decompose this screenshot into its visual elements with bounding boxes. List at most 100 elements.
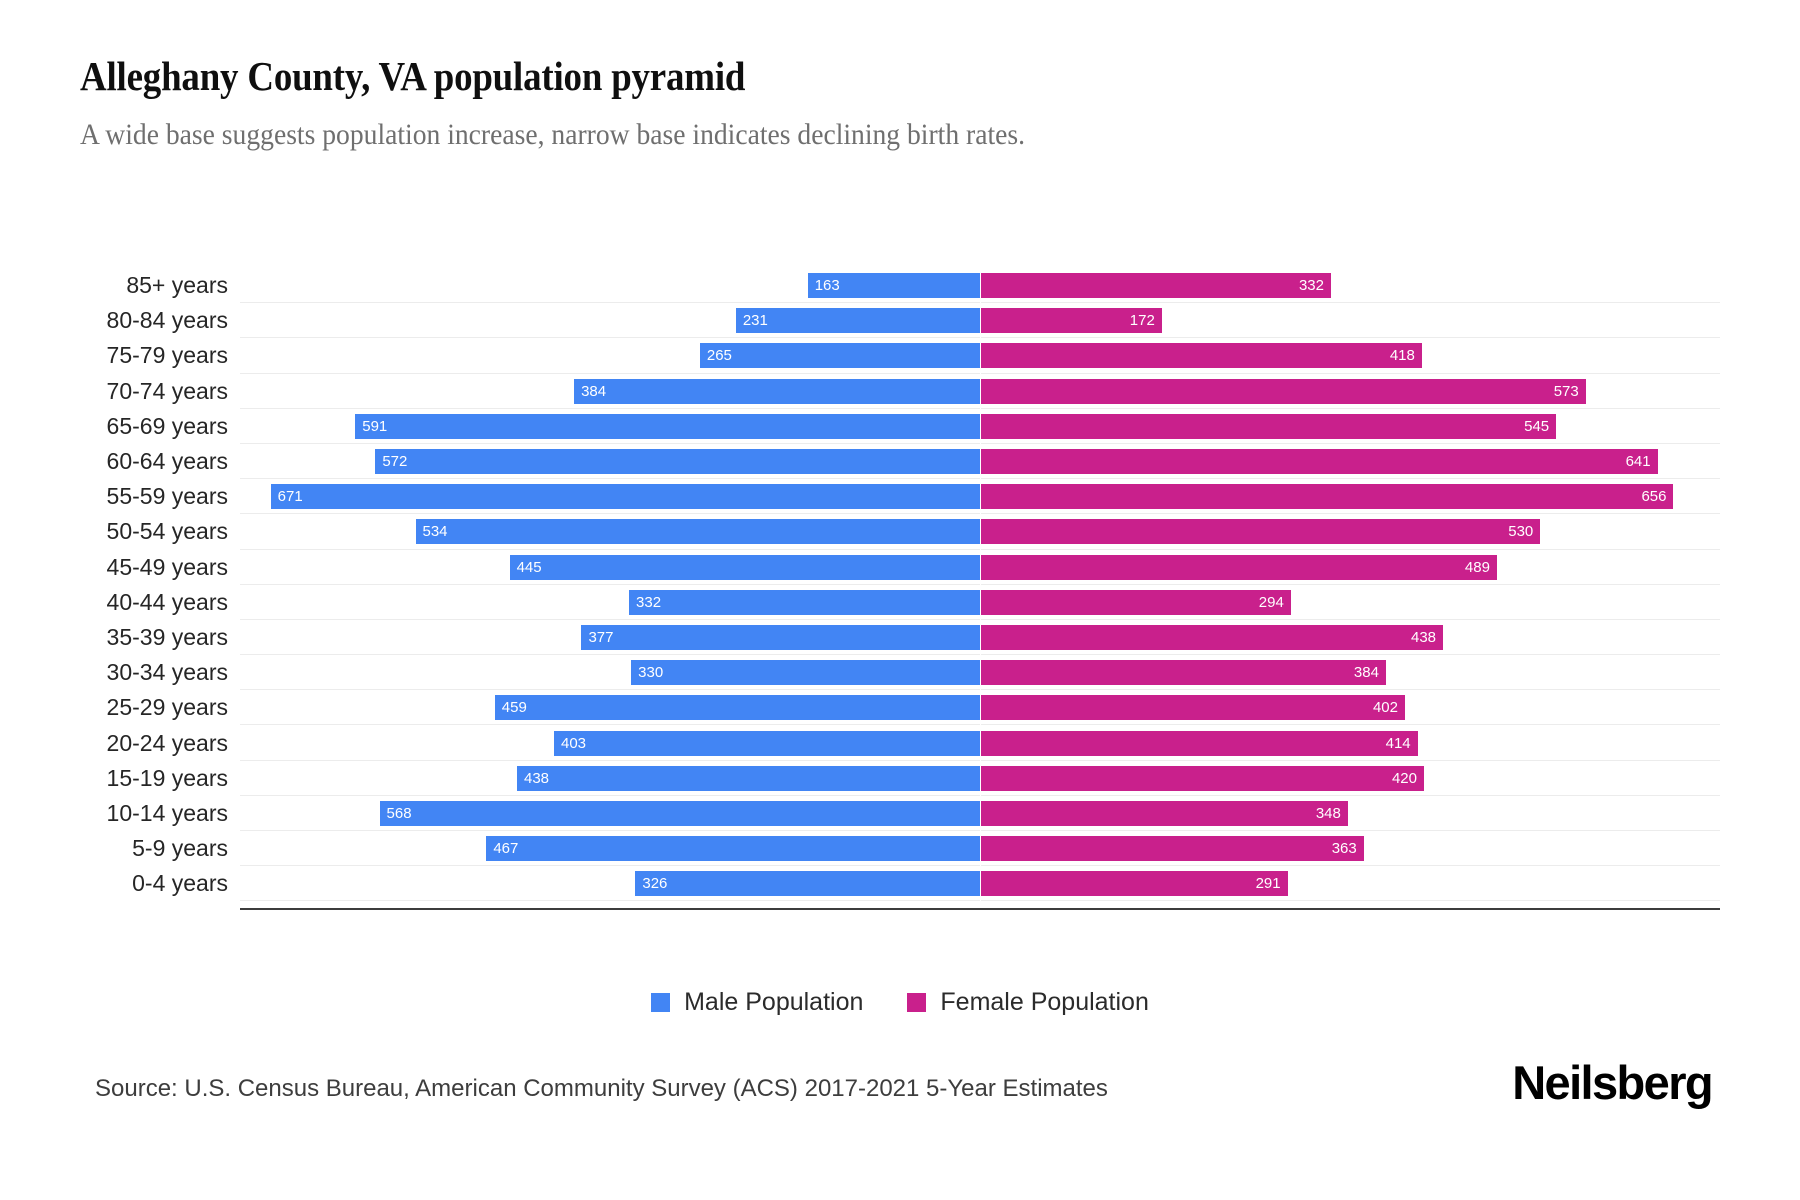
male-bar-value: 591: [362, 417, 388, 435]
female-bar[interactable]: 291: [980, 871, 1288, 897]
pyramid-rows: 85+ years 163 332 80-84 years 231 172 75-79 ye…: [80, 268, 1720, 908]
female-bar-value: 418: [1389, 347, 1415, 365]
male-bar-value: 467: [493, 840, 519, 858]
pyramid-row: 30-34 years 330 384: [80, 655, 1720, 691]
male-half: 384: [240, 374, 980, 409]
female-bar[interactable]: 363: [980, 836, 1364, 862]
pyramid-row: 50-54 years 534 530: [80, 514, 1720, 550]
female-bar[interactable]: 384: [980, 660, 1386, 686]
female-bar[interactable]: 414: [980, 730, 1418, 756]
female-bar[interactable]: 172: [980, 308, 1162, 334]
legend-swatch-icon: [907, 993, 927, 1012]
category-label: 45-49 years: [106, 553, 228, 580]
male-half: 330: [240, 655, 980, 690]
category-label: 65-69 years: [106, 412, 228, 439]
category-label: 0-4 years: [132, 870, 228, 897]
female-bar-value: 414: [1385, 734, 1411, 752]
female-bar[interactable]: 420: [980, 765, 1424, 791]
female-bar[interactable]: 573: [980, 378, 1586, 404]
category-label: 60-64 years: [106, 448, 228, 475]
male-bar[interactable]: 163: [807, 273, 980, 299]
female-half: 418: [980, 338, 1720, 373]
category-label: 55-59 years: [106, 483, 228, 510]
female-bar[interactable]: 641: [980, 449, 1658, 475]
pyramid-row: 75-79 years 265 418: [80, 338, 1720, 374]
chart-plot-area: 85+ years 163 332 80-84 years 231 172 75-79 ye…: [80, 268, 1720, 910]
bar-pair: 403 414: [240, 725, 1720, 760]
male-bar[interactable]: 568: [379, 800, 980, 826]
male-bar[interactable]: 403: [553, 730, 980, 756]
female-bar-value: 641: [1625, 453, 1651, 471]
male-bar-value: 377: [588, 628, 614, 646]
male-bar[interactable]: 332: [629, 589, 980, 615]
female-bar-value: 291: [1255, 875, 1281, 893]
female-half: 402: [980, 690, 1720, 725]
pyramid-row: 0-4 years 326 291: [80, 866, 1720, 902]
male-bar[interactable]: 384: [574, 378, 980, 404]
male-bar[interactable]: 459: [494, 695, 980, 721]
male-bar[interactable]: 265: [699, 343, 980, 369]
male-half: 163: [240, 268, 980, 303]
page-title: Alleghany County, VA population pyramid: [80, 53, 746, 99]
pyramid-row: 35-39 years 377 438: [80, 620, 1720, 656]
male-bar[interactable]: 326: [635, 871, 980, 897]
legend-swatch-icon: [651, 993, 671, 1012]
female-bar[interactable]: 294: [980, 589, 1291, 615]
legend-item[interactable]: Male Population: [651, 990, 863, 1015]
female-half: 348: [980, 796, 1720, 831]
male-bar[interactable]: 377: [581, 624, 980, 650]
female-half: 545: [980, 409, 1720, 444]
male-half: 568: [240, 796, 980, 831]
legend-item[interactable]: Female Population: [907, 990, 1149, 1015]
female-bar[interactable]: 530: [980, 519, 1541, 545]
female-bar[interactable]: 545: [980, 413, 1557, 439]
female-bar-value: 384: [1353, 664, 1379, 682]
female-bar-value: 294: [1258, 593, 1284, 611]
male-bar-value: 438: [523, 769, 550, 787]
female-bar-value: 348: [1315, 804, 1341, 822]
male-half: 403: [240, 725, 980, 760]
female-bar[interactable]: 332: [980, 273, 1331, 299]
female-bar[interactable]: 656: [980, 484, 1674, 510]
female-half: 414: [980, 725, 1720, 760]
male-bar[interactable]: 445: [509, 554, 980, 580]
male-bar[interactable]: 330: [631, 660, 980, 686]
male-bar[interactable]: 467: [486, 836, 980, 862]
male-bar[interactable]: 591: [355, 413, 980, 439]
bar-pair: 326 291: [240, 866, 1720, 901]
bar-pair: 568 348: [240, 796, 1720, 831]
male-bar[interactable]: 231: [735, 308, 980, 334]
category-label: 85+ years: [126, 272, 228, 299]
female-half: 641: [980, 444, 1720, 479]
bar-pair: 231 172: [240, 303, 1720, 338]
male-bar[interactable]: 671: [270, 484, 980, 510]
female-bar-value: 332: [1298, 277, 1324, 295]
category-label: 20-24 years: [106, 729, 228, 756]
category-label: 25-29 years: [106, 694, 228, 721]
female-half: 438: [980, 620, 1720, 655]
female-half: 332: [980, 268, 1720, 303]
female-bar[interactable]: 418: [980, 343, 1422, 369]
category-label: 5-9 years: [132, 835, 228, 862]
male-half: 572: [240, 444, 980, 479]
pyramid-row: 70-74 years 384 573: [80, 374, 1720, 409]
female-bar[interactable]: 438: [980, 624, 1444, 650]
male-half: 467: [240, 831, 980, 866]
female-bar-value: 402: [1372, 699, 1398, 717]
pyramid-row: 60-64 years 572 641: [80, 444, 1720, 480]
female-half: 384: [980, 655, 1720, 690]
bar-pair: 265 418: [240, 338, 1720, 373]
male-bar[interactable]: 572: [375, 449, 980, 475]
female-bar-value: 172: [1129, 312, 1155, 330]
female-half: 172: [980, 303, 1720, 338]
category-label: 30-34 years: [106, 659, 228, 686]
female-half: 294: [980, 585, 1720, 620]
male-bar[interactable]: 534: [415, 519, 980, 545]
axis-baseline: [240, 908, 1720, 910]
female-bar[interactable]: 402: [980, 695, 1405, 721]
category-label: 70-74 years: [106, 377, 228, 404]
female-bar[interactable]: 348: [980, 800, 1348, 826]
pyramid-row: 15-19 years 438 420: [80, 761, 1720, 796]
female-bar[interactable]: 489: [980, 554, 1497, 580]
male-bar[interactable]: 438: [516, 765, 980, 791]
